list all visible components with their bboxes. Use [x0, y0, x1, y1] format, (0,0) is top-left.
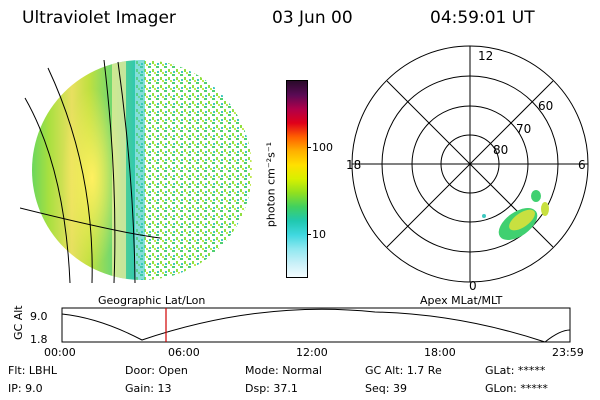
info-seq: Seq: 39 — [365, 382, 407, 395]
info-glon: GLon: ***** — [485, 382, 548, 395]
time-tick-3: 18:00 — [424, 346, 456, 359]
auroral-emission-region — [482, 190, 549, 240]
colorbar-tick-mark — [307, 234, 311, 235]
info-mode: Mode: Normal — [245, 364, 322, 377]
mlt-label-6: 6 — [578, 158, 586, 172]
altitude-tick-high: 9.0 — [30, 310, 48, 323]
orbit-altitude-plot: GC Alt 9.0 1.8 00:00 06:00 12:00 18:00 2… — [12, 305, 584, 359]
mlt-label-18: 18 — [346, 158, 361, 172]
mlat-label-80: 80 — [493, 143, 508, 157]
info-dsp: Dsp: 37.1 — [245, 382, 298, 395]
time-tick-2: 12:00 — [296, 346, 328, 359]
mlat-label-70: 70 — [516, 122, 531, 136]
mlat-label-60: 60 — [538, 99, 553, 113]
date-label: 03 Jun 00 — [272, 8, 353, 28]
info-ip: IP: 9.0 — [8, 382, 43, 395]
info-gc-alt: GC Alt: 1.7 Re — [365, 364, 442, 377]
mlt-label-12: 12 — [478, 49, 493, 63]
geographic-auroral-image — [20, 59, 252, 284]
apex-polar-plot: 12 18 6 0 60 70 80 — [346, 45, 589, 293]
info-door: Door: Open — [125, 364, 188, 377]
altitude-axis-label: GC Alt — [12, 305, 25, 340]
time-tick-1: 06:00 — [168, 346, 200, 359]
colorbar-tick-10: 10 — [312, 228, 326, 241]
colorbar-tick-mark — [307, 147, 311, 148]
time-label: 04:59:01 UT — [430, 8, 535, 28]
instrument-title: Ultraviolet Imager — [22, 8, 176, 28]
info-glat: GLat: ***** — [485, 364, 546, 377]
time-tick-0: 00:00 — [44, 346, 76, 359]
colorbar-unit-label: photon cm⁻²s⁻¹ — [264, 141, 278, 228]
colorbar — [286, 80, 308, 278]
info-flt: Flt: LBHL — [8, 364, 57, 377]
left-panel-caption: Geographic Lat/Lon — [98, 294, 206, 307]
info-gain: Gain: 13 — [125, 382, 172, 395]
mlt-label-0: 0 — [469, 279, 477, 293]
right-panel-caption: Apex MLat/MLT — [420, 294, 503, 307]
colorbar-tick-100: 100 — [312, 141, 333, 154]
altitude-tick-low: 1.8 — [30, 333, 48, 346]
altitude-curve — [61, 308, 571, 343]
time-tick-4: 23:59 — [552, 346, 584, 359]
